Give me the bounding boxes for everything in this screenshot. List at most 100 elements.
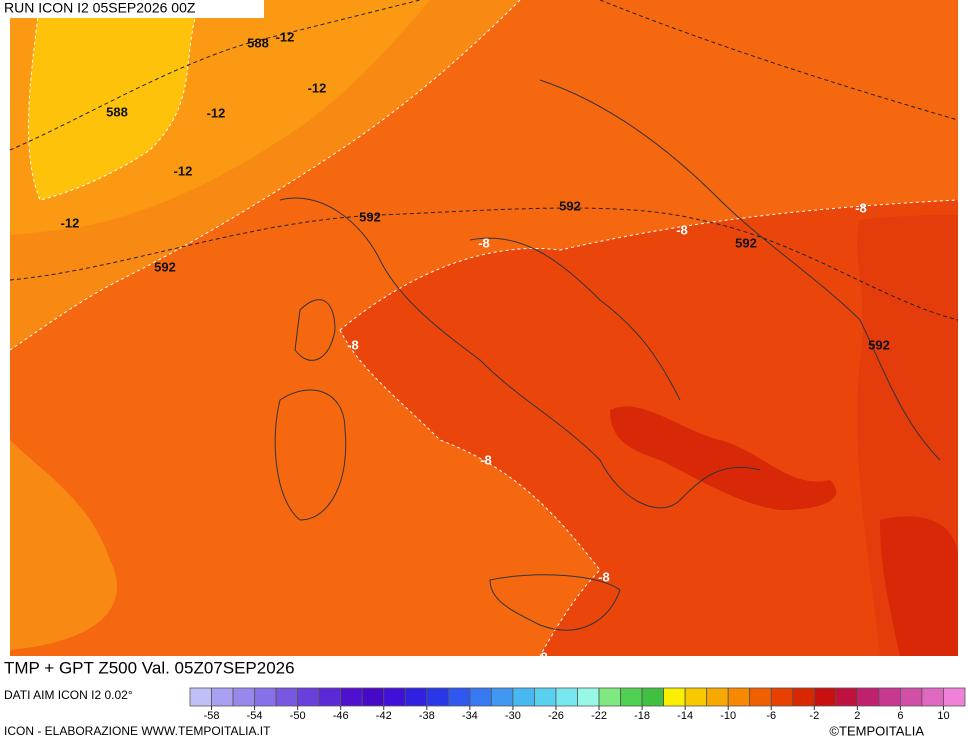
colorbar-box: [641, 687, 665, 707]
contour-label: 592: [359, 209, 381, 224]
colorbar-tick-label: -58: [204, 710, 220, 722]
colorbar-box: [706, 687, 729, 707]
copyright: ©TEMPOITALIA: [829, 723, 924, 738]
colorbar-box: [404, 687, 428, 707]
header-box: [0, 0, 264, 18]
colorbar-box: [749, 687, 772, 707]
colorbar-box: [835, 687, 858, 707]
island: [274, 389, 347, 521]
colorbar-box: [577, 687, 600, 707]
contour-label: 588: [106, 104, 128, 119]
colorbar-box: [490, 687, 514, 707]
colorbar-box: [512, 687, 535, 707]
isohypse: [599, 0, 959, 121]
isohypse: [9, 0, 421, 151]
colorbar-box: [232, 687, 255, 707]
height-contours: [9, 0, 959, 321]
contour-label: -12: [174, 163, 193, 178]
colorbar-tick-label: -30: [505, 710, 521, 722]
colorbar-box: [189, 687, 212, 707]
colorbar-box: [297, 687, 320, 707]
coastlines: [274, 79, 941, 631]
coast: [469, 237, 681, 401]
colorbar-tick-label: -46: [333, 710, 349, 722]
isotherm: [339, 199, 959, 331]
contour-label: -12: [276, 29, 295, 44]
colorbar-box: [792, 687, 815, 707]
map-title: TMP + GPT Z500 Val. 05Z07SEP2026: [4, 658, 295, 677]
temp-contours: [9, 0, 959, 657]
colorbar-box: [340, 687, 363, 707]
contour-label: 592: [735, 235, 757, 250]
title-box: [0, 656, 414, 682]
contour-label: 592: [154, 259, 176, 274]
colorbar-box: [447, 687, 471, 707]
colorbar-tick-label: -2: [809, 710, 819, 722]
credit: ICON - ELABORAZIONE WWW.TEMPOITALIA.IT: [4, 724, 271, 738]
contour-label: -8: [480, 452, 492, 467]
coast: [279, 197, 761, 509]
colorbar-tick-label: 10: [937, 710, 949, 722]
colorbar-box: [469, 687, 492, 707]
colorbar-tick-label: -14: [677, 710, 693, 722]
colorbar-box: [900, 687, 923, 707]
run-label: RUN ICON I2 05SEP2026 00Z: [4, 0, 196, 16]
island: [489, 574, 621, 631]
colorbar-box: [361, 687, 385, 707]
colorbar-tick-label: -22: [591, 710, 607, 722]
colorbar-box: [426, 687, 449, 707]
colorbar-box: [921, 687, 944, 707]
contour-label: -12: [207, 105, 226, 120]
coast: [539, 79, 941, 461]
contour-label: -8: [478, 235, 490, 250]
colorbar: -58 -54 -50 -46 -42 -38 -34 -30 -26 -22 -18 -14 -10-…: [189, 687, 966, 722]
colorbar-tick-label: -50: [290, 710, 306, 722]
colorbar-tick-label: -34: [462, 710, 478, 722]
colorbar-box: [275, 687, 299, 707]
colorbar-tick-label: -42: [376, 710, 392, 722]
isotherm: [27, 0, 201, 201]
colorbar-box: [878, 687, 901, 707]
contour-label: -8: [855, 200, 867, 215]
zone: [10, 440, 117, 650]
source: DATI AIM ICON I2 0.02°: [4, 688, 133, 702]
colorbar-tick-label: -10: [720, 710, 736, 722]
map: 588 -12 588 -12 -12 -12 -12 592 592 -8 -8 592 -8 592 -…: [0, 0, 959, 664]
island: [294, 299, 336, 361]
colorbar-tick-label: 6: [897, 710, 903, 722]
colorbar-box: [684, 687, 708, 707]
colorbar-box: [813, 687, 837, 707]
contour-label: -8: [598, 569, 610, 584]
colorbar-tick-label: -26: [548, 710, 564, 722]
zone: [880, 516, 958, 656]
contour-label: -12: [308, 80, 327, 95]
colorbar-box: [211, 687, 234, 707]
colorbar-box: [534, 687, 557, 707]
contour-label: 588: [247, 35, 269, 50]
contour-labels: 588 -12 588 -12 -12 -12 -12 592 592 -8 -8 592 -8 592 -…: [61, 29, 890, 664]
colorbar-box: [727, 687, 751, 707]
contour-label: -8: [536, 649, 548, 664]
colorbar-box: [598, 687, 621, 707]
colorbar-box: [943, 687, 966, 707]
colorbar-box: [770, 687, 794, 707]
colorbar-box: [254, 687, 277, 707]
contour-label: 592: [559, 198, 581, 213]
colorbar-tick-label: 2: [854, 710, 860, 722]
colorbar-tick-label: -54: [247, 710, 263, 722]
isotherm: [339, 329, 601, 657]
colorbar-box: [555, 687, 578, 707]
colorbar-box: [620, 687, 643, 707]
colorbar-tick-label: -18: [634, 710, 650, 722]
contour-label: 592: [868, 337, 890, 352]
contour-label: -8: [676, 222, 688, 237]
colorbar-box: [318, 687, 342, 707]
colorbar-tick-label: -38: [419, 710, 435, 722]
colorbar-box: [856, 687, 880, 707]
colorbar-box: [383, 687, 406, 707]
colorbar-box: [663, 687, 686, 707]
contour-label: -12: [61, 215, 80, 230]
contour-label: -8: [347, 337, 359, 352]
zone: [610, 406, 837, 510]
